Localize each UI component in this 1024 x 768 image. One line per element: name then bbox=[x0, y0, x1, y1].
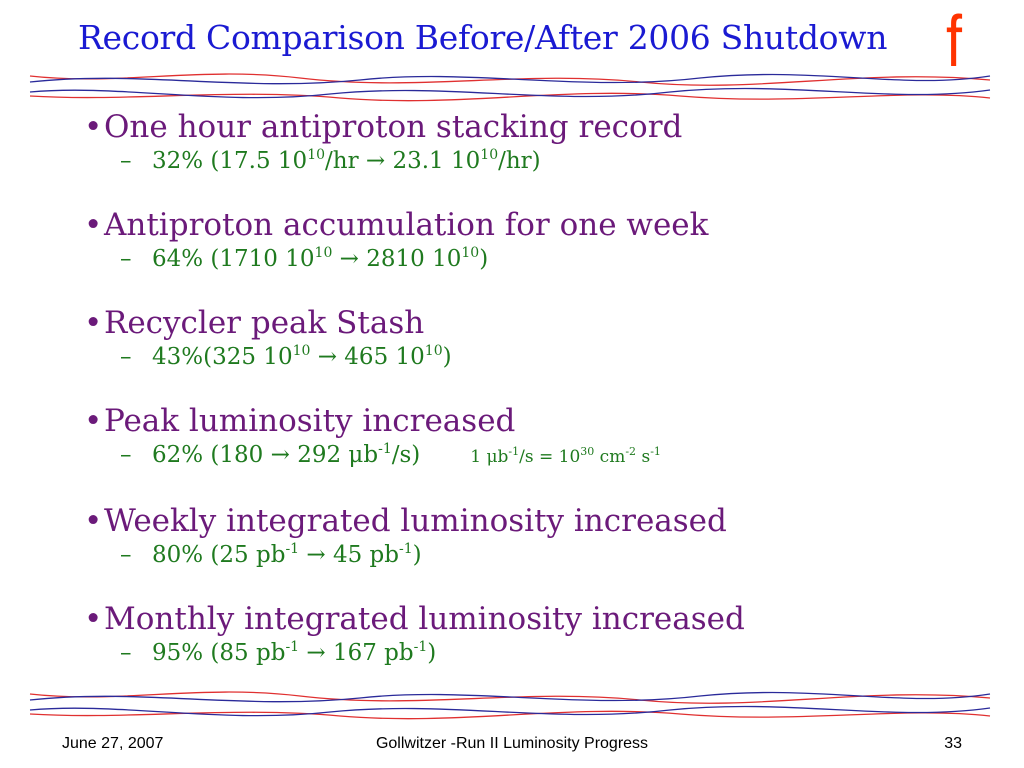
top-wave-divider bbox=[29, 73, 991, 102]
sub-bullet: –43%(325 1010 → 465 1010) bbox=[120, 343, 452, 370]
top-wave-blue bbox=[29, 73, 991, 85]
bullet-text: Monthly integrated luminosity increased bbox=[104, 601, 745, 637]
top-wave-blue-2 bbox=[29, 87, 991, 99]
top-wave-red bbox=[29, 73, 991, 86]
bullet-text: One hour antiproton stacking record bbox=[104, 109, 683, 145]
bullet-dot-icon: • bbox=[84, 403, 103, 439]
page-number: 33 bbox=[944, 735, 962, 752]
bullet-list: •One hour antiproton stacking record –32… bbox=[84, 108, 1004, 698]
footer-date: June 27, 2007 bbox=[62, 735, 164, 752]
unit-note: 1 μb-1/s = 1030 cm-2 s-1 bbox=[470, 445, 661, 467]
list-item: •Weekly integrated luminosity increased … bbox=[84, 502, 1004, 570]
sub-bullet: –95% (85 pb-1 → 167 pb-1) bbox=[120, 639, 437, 666]
bullet-text: Weekly integrated luminosity increased bbox=[104, 503, 727, 539]
slide-title: Record Comparison Before/After 2006 Shut… bbox=[78, 18, 888, 57]
bullet-text: Antiproton accumulation for one week bbox=[104, 207, 709, 243]
sub-bullet: –64% (1710 1010 → 2810 1010) bbox=[120, 245, 489, 272]
bottom-wave-red bbox=[29, 691, 991, 704]
bullet-text: Peak luminosity increased bbox=[104, 403, 516, 439]
bullet-dot-icon: • bbox=[84, 601, 103, 637]
bullet-text: Recycler peak Stash bbox=[104, 305, 425, 341]
list-item: •Peak luminosity increased –62% (180 → 2… bbox=[84, 402, 1004, 472]
list-item: •Recycler peak Stash –43%(325 1010 → 465… bbox=[84, 304, 1004, 372]
list-item: •Monthly integrated luminosity increased… bbox=[84, 600, 1004, 668]
bullet-dot-icon: • bbox=[84, 305, 103, 341]
footer-title: Gollwitzer -Run II Luminosity Progress bbox=[375, 735, 649, 752]
sub-bullet: –32% (17.5 1010/hr → 23.1 1010/hr) bbox=[120, 147, 541, 174]
bottom-wave-blue bbox=[29, 691, 991, 703]
bullet-dot-icon: • bbox=[84, 503, 103, 539]
sub-bullet: –62% (180 → 292 μb-1/s) 1 μb-1/s = 1030 c… bbox=[120, 441, 661, 468]
fermilab-logo-icon: f bbox=[946, 2, 963, 82]
bottom-wave-blue-2 bbox=[29, 705, 991, 717]
sub-bullet: –80% (25 pb-1 → 45 pb-1) bbox=[120, 541, 422, 568]
list-item: •One hour antiproton stacking record –32… bbox=[84, 108, 1004, 176]
list-item: •Antiproton accumulation for one week –6… bbox=[84, 206, 1004, 274]
bullet-dot-icon: • bbox=[84, 207, 103, 243]
bullet-dot-icon: • bbox=[84, 109, 103, 145]
bottom-wave-divider bbox=[29, 691, 991, 720]
